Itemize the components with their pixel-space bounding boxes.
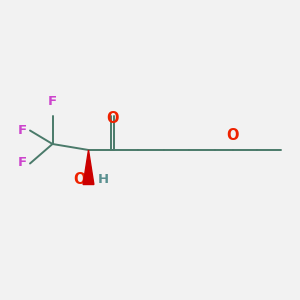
Polygon shape — [83, 150, 94, 184]
Text: O: O — [106, 111, 119, 126]
Text: F: F — [48, 95, 57, 108]
Text: O: O — [73, 172, 85, 188]
Text: F: F — [17, 124, 26, 137]
Text: F: F — [17, 155, 26, 169]
Text: O: O — [226, 128, 239, 142]
Text: H: H — [98, 173, 109, 186]
